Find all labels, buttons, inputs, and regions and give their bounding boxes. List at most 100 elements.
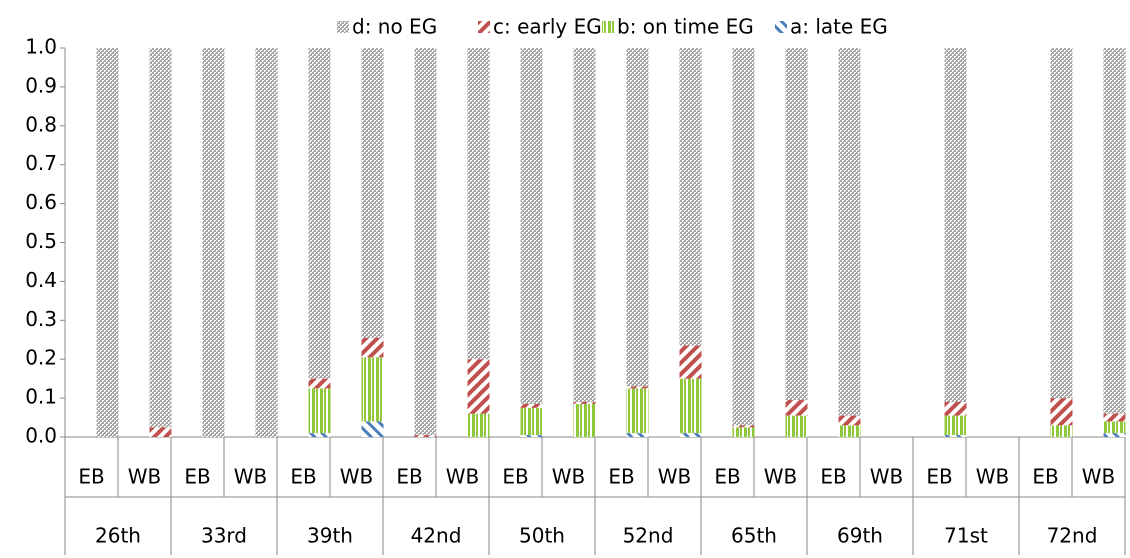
bar-segment: [785, 48, 808, 401]
x-tick-label: WB: [128, 465, 162, 489]
y-tick-label: 0.1: [25, 385, 57, 409]
bar-segment: [1103, 413, 1126, 422]
bar-segment: [573, 403, 596, 437]
y-tick-label: 0.0: [25, 424, 57, 448]
y-tick-label: 0.5: [25, 229, 57, 253]
group-label: 71st: [944, 524, 988, 548]
group-label: 69th: [837, 524, 883, 548]
bar-segment: [944, 48, 967, 402]
x-tick-label: WB: [658, 465, 692, 489]
bar-segment: [1050, 398, 1073, 426]
bar-segment: [732, 427, 755, 437]
bar-segment: [520, 435, 543, 437]
bar-segment: [414, 435, 437, 437]
legend-swatch: [775, 21, 787, 33]
group-label: 42nd: [411, 524, 462, 548]
bar-segment: [573, 401, 596, 404]
bar-segment: [149, 427, 172, 437]
bar-segment: [626, 386, 649, 389]
bar-segment: [944, 415, 967, 436]
bar-segment: [732, 48, 755, 426]
y-tick-label: 1.0: [25, 35, 57, 59]
bar-segment: [838, 48, 861, 416]
bar-segment: [626, 388, 649, 434]
group-label: 52nd: [623, 524, 674, 548]
bar-segment: [520, 403, 543, 408]
legend-label: a: late EG: [790, 15, 888, 39]
y-tick-label: 0.9: [25, 73, 57, 97]
x-tick-label: WB: [1082, 465, 1116, 489]
x-tick-label: EB: [78, 465, 104, 489]
y-tick-label: 0.2: [25, 346, 57, 370]
bar-segment: [785, 400, 808, 416]
y-tick-label: 0.8: [25, 112, 57, 136]
bar-segment: [573, 48, 596, 402]
x-tick-label: WB: [234, 465, 268, 489]
bar-segment: [361, 337, 384, 358]
bar-segment: [944, 401, 967, 416]
bar-segment: [679, 378, 702, 434]
x-tick-label: WB: [976, 465, 1010, 489]
bar-segment: [944, 435, 967, 437]
x-tick-label: EB: [714, 465, 740, 489]
bar-segment: [520, 407, 543, 436]
y-tick-label: 0.7: [25, 151, 57, 175]
bar-segment: [679, 433, 702, 437]
bar-segment: [1103, 421, 1126, 434]
bar-segment: [838, 425, 861, 437]
bar-segment: [1103, 48, 1126, 414]
bar-segment: [308, 378, 331, 389]
bar-segment: [255, 48, 278, 437]
x-tick-label: WB: [446, 465, 480, 489]
bar-segment: [838, 415, 861, 426]
legend-label: c: early EG: [493, 15, 602, 39]
bar-segment: [1050, 425, 1073, 437]
y-tick-label: 0.4: [25, 268, 57, 292]
x-tick-label: EB: [184, 465, 210, 489]
bar-segment: [361, 357, 384, 422]
bar-segment: [308, 48, 331, 379]
x-tick-label: WB: [764, 465, 798, 489]
group-label: 50th: [519, 524, 565, 548]
x-tick-label: EB: [290, 465, 316, 489]
bar-segment: [308, 433, 331, 437]
legend-swatch: [602, 21, 614, 33]
legend-swatch: [478, 21, 490, 33]
group-label: 26th: [95, 524, 141, 548]
x-tick-label: WB: [870, 465, 904, 489]
x-tick-label: EB: [396, 465, 422, 489]
y-tick-label: 0.3: [25, 307, 57, 331]
group-label: 72nd: [1047, 524, 1098, 548]
bar-segment: [467, 359, 490, 414]
y-tick-label: 0.6: [25, 190, 57, 214]
bar-segment: [414, 48, 437, 436]
bar-segment: [308, 388, 331, 434]
legend-label: b: on time EG: [617, 15, 754, 39]
bar-segment: [520, 48, 543, 404]
bar-segment: [467, 48, 490, 360]
group-label: 33rd: [201, 524, 247, 548]
bar-segment: [1103, 433, 1126, 437]
bar-segment: [202, 48, 225, 437]
x-tick-label: WB: [340, 465, 374, 489]
bar-segment: [96, 48, 119, 437]
bar-segment: [626, 433, 649, 437]
bar-segment: [1050, 48, 1073, 399]
bar-segment: [785, 415, 808, 437]
legend-label: d: no EG: [352, 15, 437, 39]
group-label: 65th: [731, 524, 777, 548]
bar-segment: [679, 345, 702, 379]
bar-segment: [626, 48, 649, 387]
x-tick-label: EB: [926, 465, 952, 489]
x-tick-label: WB: [552, 465, 586, 489]
group-label: 39th: [307, 524, 353, 548]
x-tick-label: EB: [820, 465, 846, 489]
x-tick-label: EB: [608, 465, 634, 489]
bar-segment: [732, 425, 755, 428]
x-tick-label: EB: [502, 465, 528, 489]
bar-segment: [149, 48, 172, 428]
bar-segment: [361, 48, 384, 338]
bar-segment: [679, 48, 702, 346]
legend-swatch: [337, 21, 349, 33]
